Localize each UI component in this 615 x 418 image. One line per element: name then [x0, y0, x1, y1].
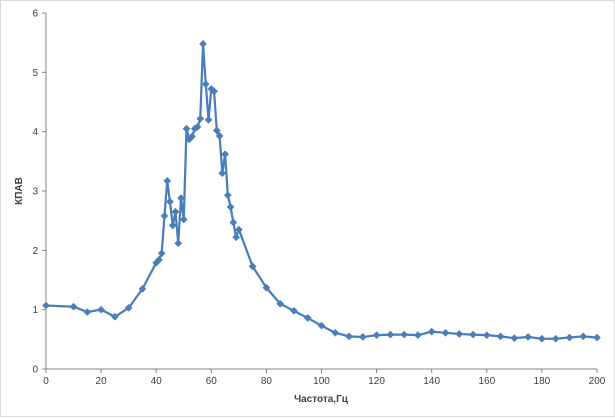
data-point	[510, 334, 519, 343]
data-point	[188, 132, 196, 141]
data-point	[124, 303, 133, 312]
x-tick-label: 60	[206, 376, 218, 387]
data-point	[193, 122, 202, 131]
x-tick-label: 160	[478, 376, 495, 387]
y-tick-label: 4	[32, 127, 38, 138]
x-tick-label: 100	[313, 376, 330, 387]
data-point	[157, 249, 166, 258]
x-tick-label: 80	[261, 376, 273, 387]
data-point	[155, 255, 163, 264]
data-point	[110, 312, 119, 321]
data-point	[229, 218, 238, 227]
axes	[42, 12, 598, 373]
data-point	[579, 332, 588, 341]
x-tick-label: 0	[43, 376, 49, 387]
data-point	[551, 334, 560, 343]
data-point	[212, 126, 221, 135]
y-tick-label: 5	[32, 68, 38, 79]
data-point	[496, 332, 505, 341]
data-point	[345, 332, 354, 341]
data-point	[42, 301, 50, 310]
data-point	[413, 331, 422, 340]
data-point	[372, 331, 381, 340]
data-point	[83, 308, 92, 316]
x-tick-label: 140	[423, 376, 440, 387]
data-point	[386, 330, 395, 339]
data-point	[262, 283, 271, 292]
data-point	[565, 333, 574, 342]
data-point	[537, 334, 546, 343]
data-point	[177, 194, 185, 203]
data-point	[196, 114, 205, 123]
data-point	[182, 124, 191, 133]
data-point	[317, 321, 326, 330]
series-line	[45, 42, 598, 340]
data-point	[524, 333, 533, 341]
x-tick-label: 180	[534, 376, 551, 387]
data-point	[171, 207, 180, 216]
data-point	[168, 221, 177, 230]
data-point	[179, 215, 188, 224]
data-point	[303, 314, 312, 322]
data-point	[441, 328, 450, 337]
data-point	[400, 330, 409, 339]
data-point	[276, 299, 285, 308]
data-point	[331, 328, 340, 337]
y-axis-title: КПАВ	[14, 177, 25, 205]
x-tick-label: 200	[589, 376, 606, 387]
data-point	[201, 80, 210, 89]
x-tick-label: 40	[151, 376, 163, 387]
data-point	[138, 284, 147, 293]
data-point	[482, 331, 491, 340]
data-point	[204, 115, 213, 124]
data-point	[221, 150, 230, 159]
data-point	[232, 233, 241, 242]
data-point	[210, 87, 219, 96]
data-point	[199, 39, 207, 48]
data-point	[166, 197, 174, 206]
data-point	[174, 239, 183, 248]
data-point	[215, 131, 224, 140]
y-tick-label: 3	[32, 187, 38, 198]
data-point	[455, 330, 464, 338]
y-tick-label: 2	[32, 246, 38, 257]
data-point	[160, 211, 169, 220]
y-tick-label: 1	[32, 305, 38, 316]
data-point	[223, 191, 232, 200]
data-point	[469, 330, 477, 339]
data-point	[163, 176, 172, 185]
data-point	[248, 262, 257, 271]
x-tick-label: 20	[96, 376, 108, 387]
data-point	[427, 327, 436, 336]
series-group	[42, 39, 601, 343]
x-tick-label: 120	[368, 376, 385, 387]
data-point	[97, 305, 106, 314]
data-point	[234, 225, 243, 234]
data-point	[226, 203, 235, 211]
x-axis-title: Частота,Гц	[294, 394, 349, 405]
data-point	[593, 333, 601, 342]
data-point	[218, 169, 227, 178]
y-tick-label: 6	[32, 9, 38, 20]
data-point	[69, 302, 78, 311]
data-point	[289, 306, 298, 315]
data-point	[358, 333, 367, 341]
y-tick-label: 0	[32, 365, 38, 376]
